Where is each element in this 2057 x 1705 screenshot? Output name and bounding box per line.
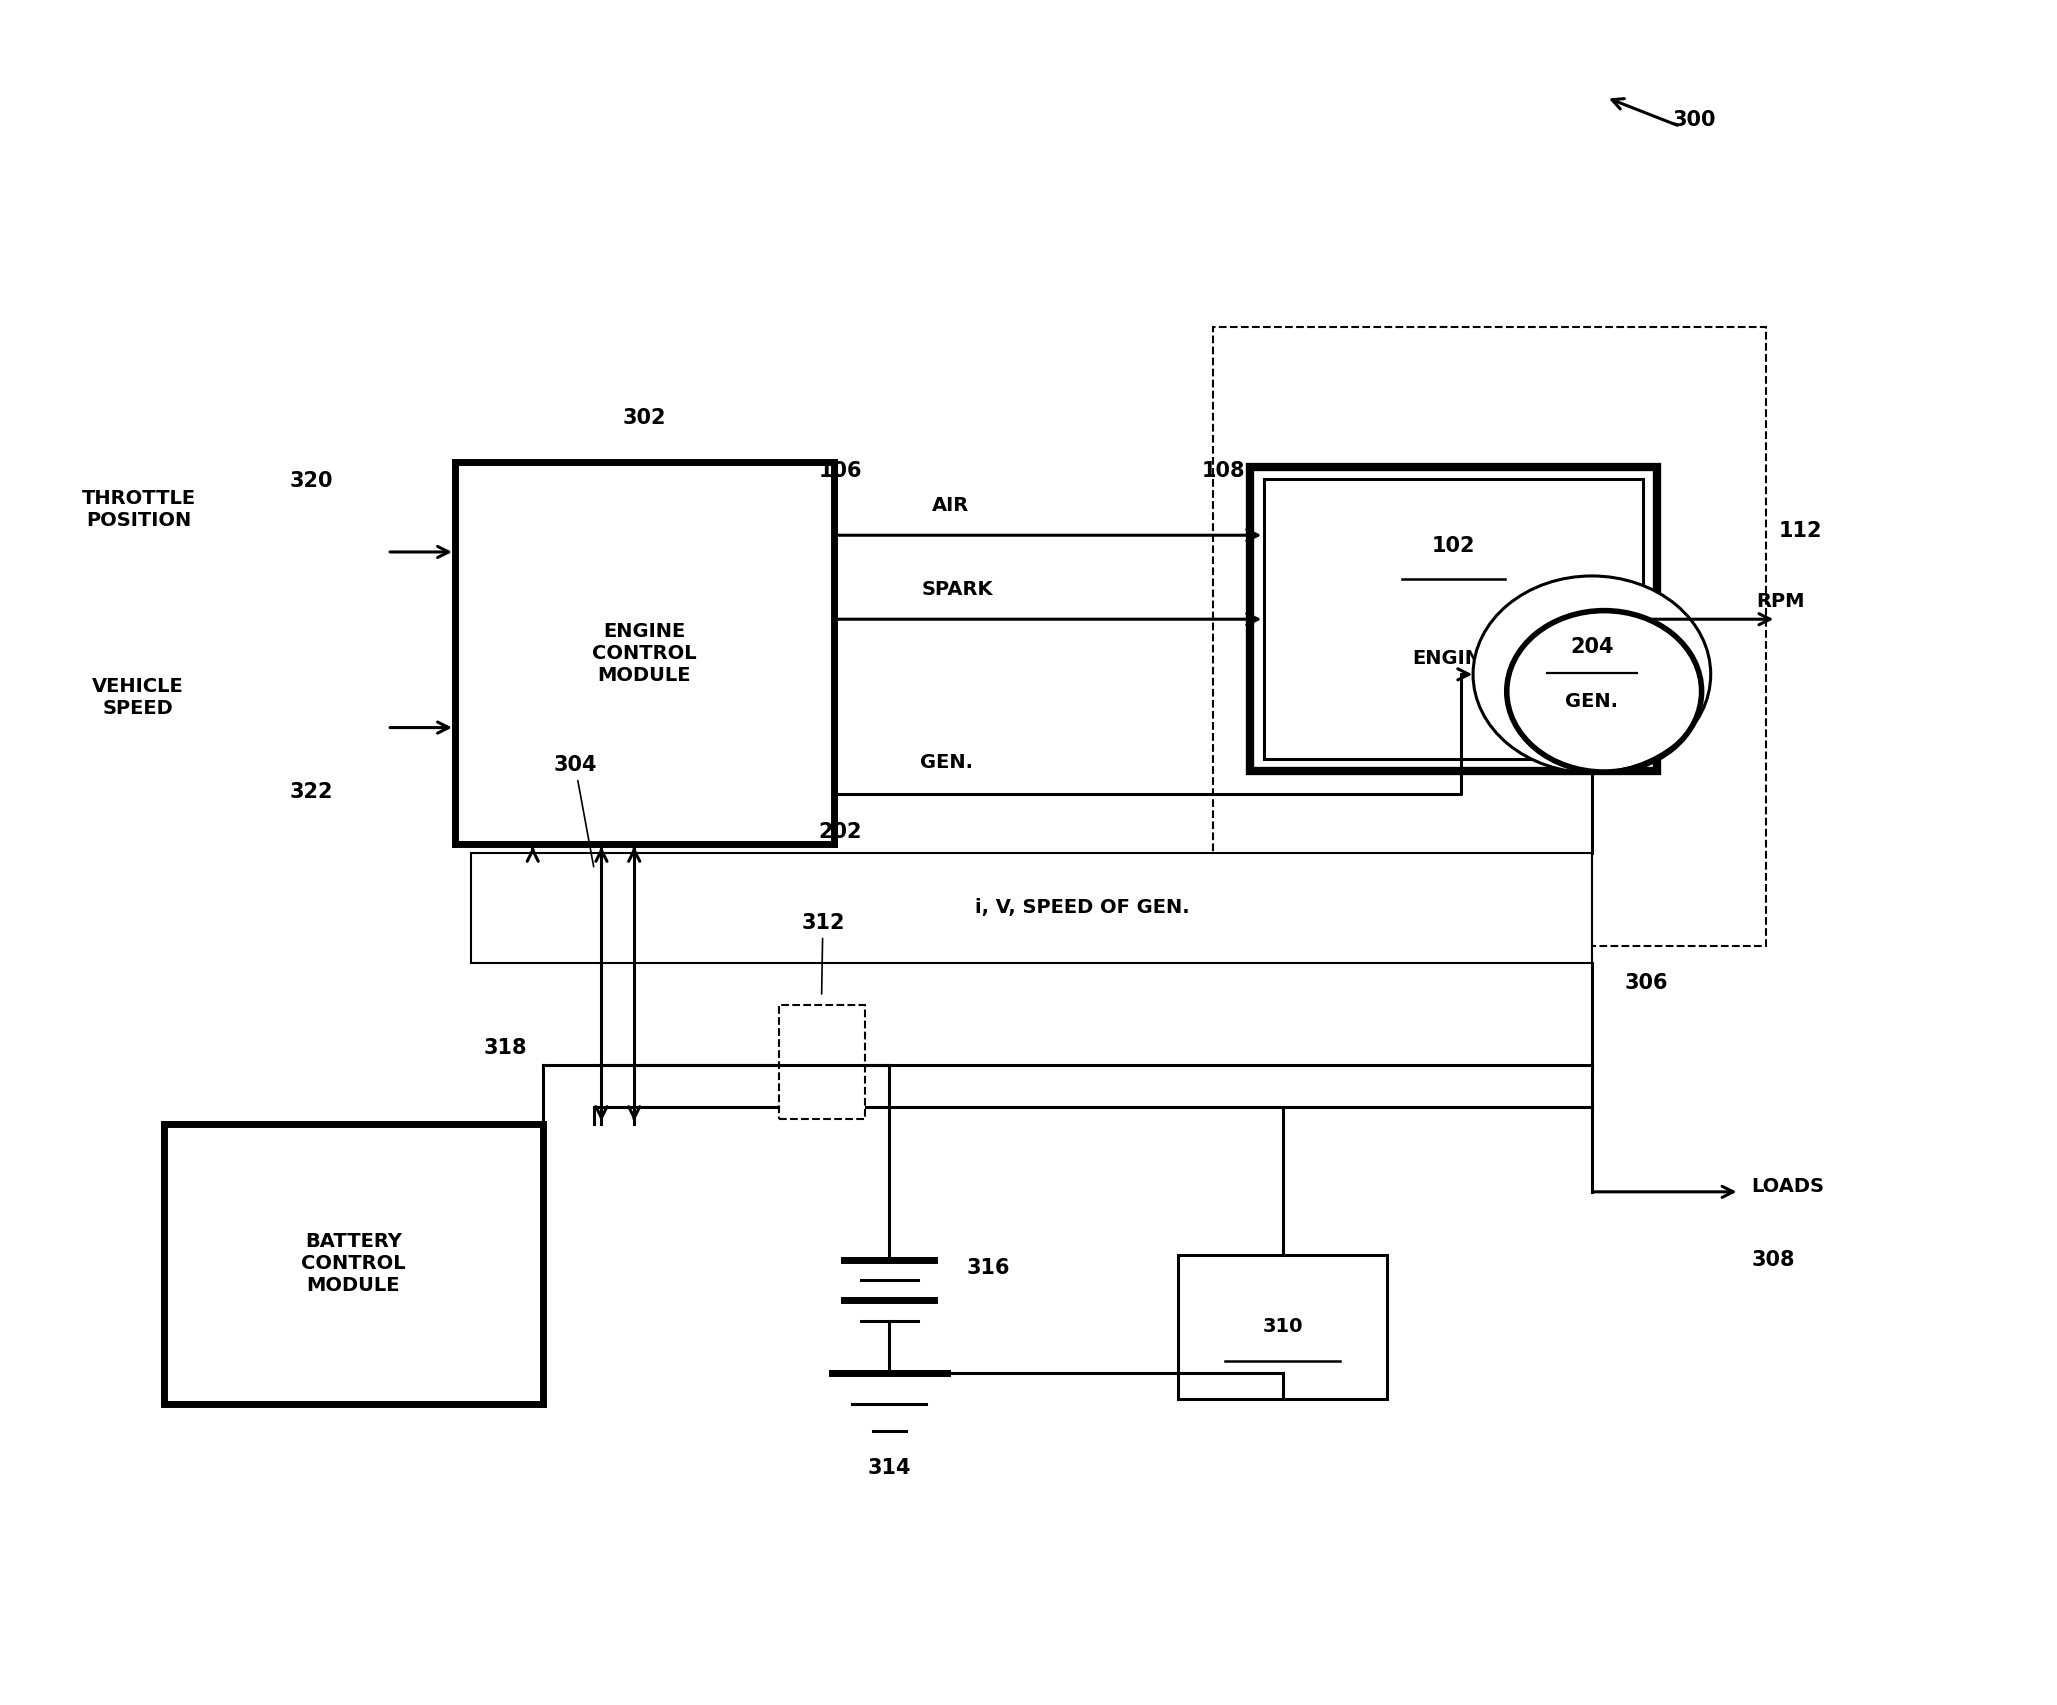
Bar <box>1179 1255 1386 1398</box>
Bar <box>778 1006 864 1118</box>
Text: SPARK: SPARK <box>922 580 994 598</box>
Text: 312: 312 <box>800 912 845 994</box>
Text: 314: 314 <box>868 1458 911 1478</box>
Text: 112: 112 <box>1779 522 1823 540</box>
Bar <box>471 852 1592 963</box>
Text: 306: 306 <box>1625 974 1668 992</box>
Bar <box>455 462 833 844</box>
Text: 300: 300 <box>1672 109 1716 130</box>
Text: 304: 304 <box>553 755 597 866</box>
Text: ENGINE: ENGINE <box>1413 650 1495 668</box>
Text: 308: 308 <box>1753 1250 1796 1270</box>
Text: 316: 316 <box>967 1258 1010 1279</box>
Text: LOADS: LOADS <box>1753 1176 1825 1197</box>
Text: 302: 302 <box>623 407 666 428</box>
Bar <box>1265 479 1644 759</box>
Text: 320: 320 <box>290 471 333 491</box>
Circle shape <box>1473 576 1711 772</box>
Text: BATTERY
CONTROL
MODULE: BATTERY CONTROL MODULE <box>300 1233 405 1296</box>
Text: 322: 322 <box>290 783 333 801</box>
Bar <box>1251 467 1658 771</box>
Text: GEN.: GEN. <box>1565 692 1619 711</box>
Text: 202: 202 <box>819 822 862 842</box>
Text: ENGINE
CONTROL
MODULE: ENGINE CONTROL MODULE <box>592 622 697 685</box>
Text: AIR: AIR <box>932 496 969 515</box>
Text: GEN.: GEN. <box>919 754 973 772</box>
Text: RPM: RPM <box>1757 592 1804 610</box>
Text: THROTTLE
POSITION: THROTTLE POSITION <box>82 489 195 530</box>
Text: i, V, SPEED OF GEN.: i, V, SPEED OF GEN. <box>975 899 1191 917</box>
Text: 204: 204 <box>1569 638 1613 656</box>
Bar <box>1214 327 1767 946</box>
Text: 108: 108 <box>1201 460 1244 481</box>
Text: VEHICLE
SPEED: VEHICLE SPEED <box>93 677 183 718</box>
Text: 106: 106 <box>819 460 862 481</box>
Text: 310: 310 <box>1263 1318 1302 1337</box>
Bar <box>165 1124 543 1403</box>
Text: 102: 102 <box>1432 537 1475 556</box>
Text: 318: 318 <box>483 1038 527 1057</box>
